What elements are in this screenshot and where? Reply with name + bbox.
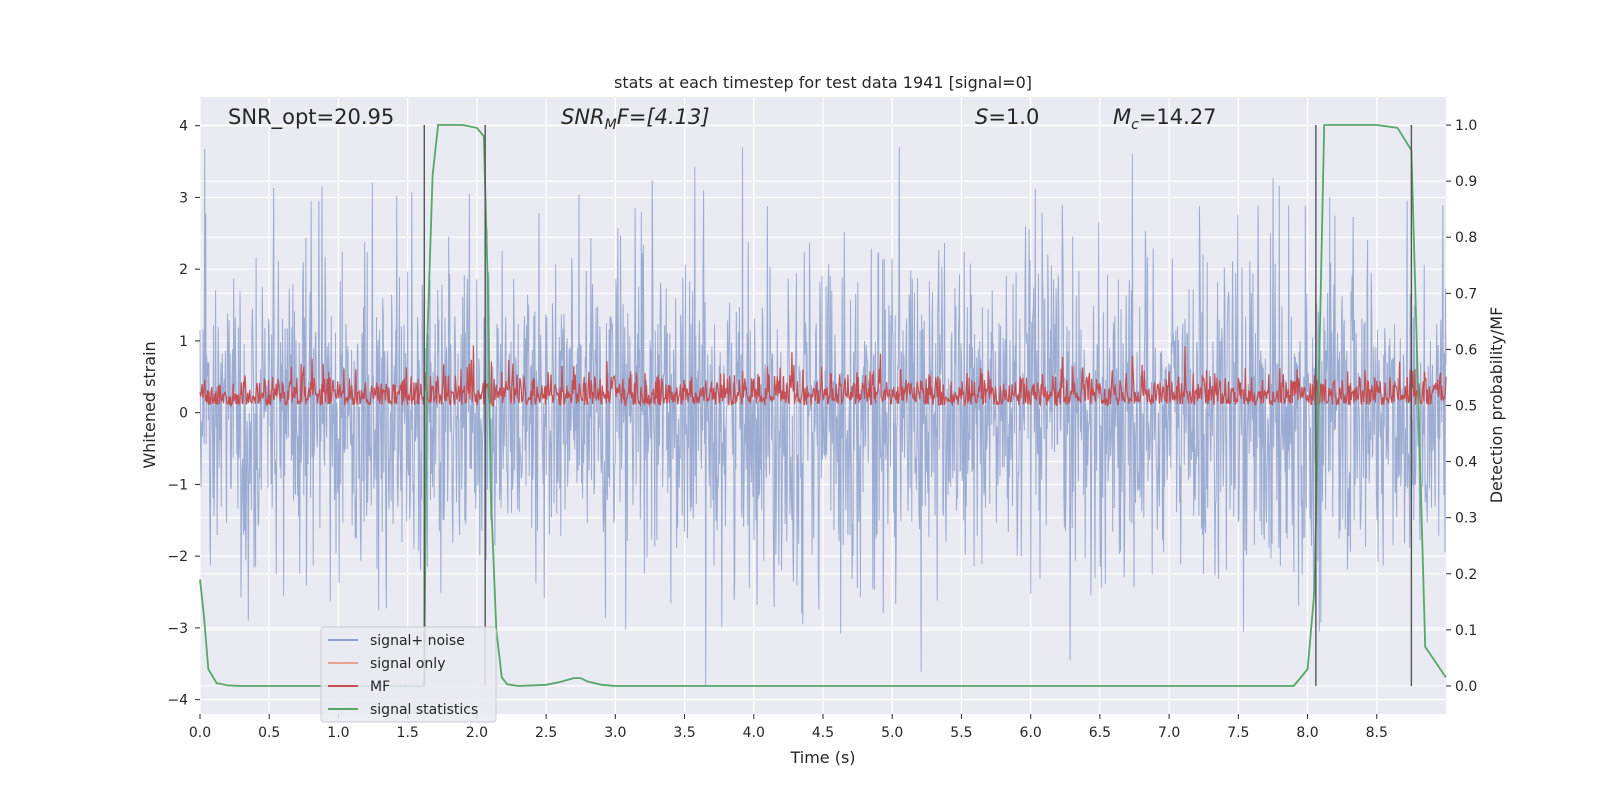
y2-axis-ticks: 1.0 0.9 0.8 0.7 0.6 0.5 0.4 0.3 0.2 0.1 0.0: [1446, 118, 1477, 695]
y2-tick-label: 0.5: [1455, 399, 1477, 415]
y-tick-label: −2: [167, 549, 188, 565]
y2-tick-label: 1.0: [1455, 118, 1477, 134]
y2-tick-label: 0.7: [1455, 286, 1477, 302]
x-tick-label: 3.0: [604, 725, 626, 741]
x-tick-label: 4.5: [812, 725, 834, 741]
annotation-mc-rest: =14.27: [1139, 105, 1217, 129]
legend-label-signal-statistics: signal statistics: [370, 702, 478, 718]
annotation-snr-mf-sub: M: [605, 117, 617, 133]
mf-line: [199, 345, 1447, 408]
y2-tick-label: 0.3: [1455, 511, 1477, 527]
annotation-mc-sub: c: [1131, 117, 1139, 133]
annotation-s: S=1.0: [975, 105, 1039, 129]
y2-tick-label: 0.8: [1455, 230, 1477, 246]
y2-tick-label: 0.0: [1455, 679, 1477, 695]
x-tick-label: 8.0: [1296, 725, 1318, 741]
y-axis-label: Whitened strain: [140, 341, 159, 468]
x-tick-label: 5.0: [881, 725, 903, 741]
y-axis-ticks: 4 3 2 1 0 −1 −2 −3 −4: [167, 119, 200, 709]
legend: signal+ noise signal only MF signal stat…: [320, 626, 497, 723]
x-tick-label: 2.5: [535, 725, 557, 741]
x-tick-label: 7.5: [1227, 725, 1249, 741]
annotation-s-main: S: [975, 105, 988, 129]
y-tick-label: −3: [167, 621, 188, 637]
x-axis-ticks: 0.0 0.5 1.0 1.5 2.0 2.5 3.0 3.5 4.0 4.5 5.0 5.5 6.0 6…: [189, 714, 1388, 741]
detection-vlines: [423, 125, 1413, 686]
x-tick-label: 8.5: [1366, 725, 1388, 741]
legend-label-mf: MF: [370, 679, 390, 695]
x-tick-label: 3.5: [673, 725, 695, 741]
y-tick-label: −1: [167, 477, 188, 493]
y-tick-label: 1: [179, 334, 188, 350]
annotation-snr-mf-rest: F=[4.13]: [617, 105, 710, 129]
annotation-snr-mf-main: SNR: [561, 105, 605, 129]
x-tick-label: 6.5: [1089, 725, 1111, 741]
x-tick-label: 6.0: [1020, 725, 1042, 741]
y-tick-label: 4: [179, 119, 188, 135]
y2-tick-label: 0.4: [1455, 455, 1477, 471]
y-tick-label: 0: [179, 406, 188, 422]
y2-tick-label: 0.6: [1455, 342, 1477, 358]
x-tick-label: 0.0: [189, 725, 211, 741]
y-tick-label: −4: [167, 693, 188, 709]
annotation-snr-mf: SNRMF=[4.13]: [561, 105, 710, 133]
chart-title: stats at each timestep for test data 194…: [614, 73, 1032, 92]
x-tick-label: 4.0: [743, 725, 765, 741]
x-tick-label: 1.0: [327, 725, 349, 741]
x-tick-label: 0.5: [258, 725, 280, 741]
y2-tick-label: 0.1: [1455, 623, 1477, 639]
legend-label-signal-only: signal only: [370, 656, 445, 672]
x-tick-label: 5.5: [950, 725, 972, 741]
legend-box: [320, 626, 497, 723]
annotation-snr-opt: SNR_opt=20.95: [228, 105, 394, 130]
y-tick-label: 2: [179, 262, 188, 278]
mf-series: [199, 345, 1447, 408]
annotation-mc: Mc=14.27: [1113, 105, 1217, 133]
x-axis-label: Time (s): [789, 748, 855, 767]
annotation-s-rest: =1.0: [988, 105, 1039, 129]
annotation-mc-main: M: [1113, 105, 1131, 129]
x-tick-label: 7.0: [1158, 725, 1180, 741]
x-tick-label: 1.5: [397, 725, 419, 741]
y2-tick-label: 0.2: [1455, 567, 1477, 583]
y2-tick-label: 0.9: [1455, 174, 1477, 190]
y2-axis-label: Detection probability/MF: [1487, 307, 1506, 504]
legend-label-signal-noise: signal+ noise: [370, 633, 465, 649]
y-tick-label: 3: [179, 190, 188, 206]
x-tick-label: 2.0: [466, 725, 488, 741]
